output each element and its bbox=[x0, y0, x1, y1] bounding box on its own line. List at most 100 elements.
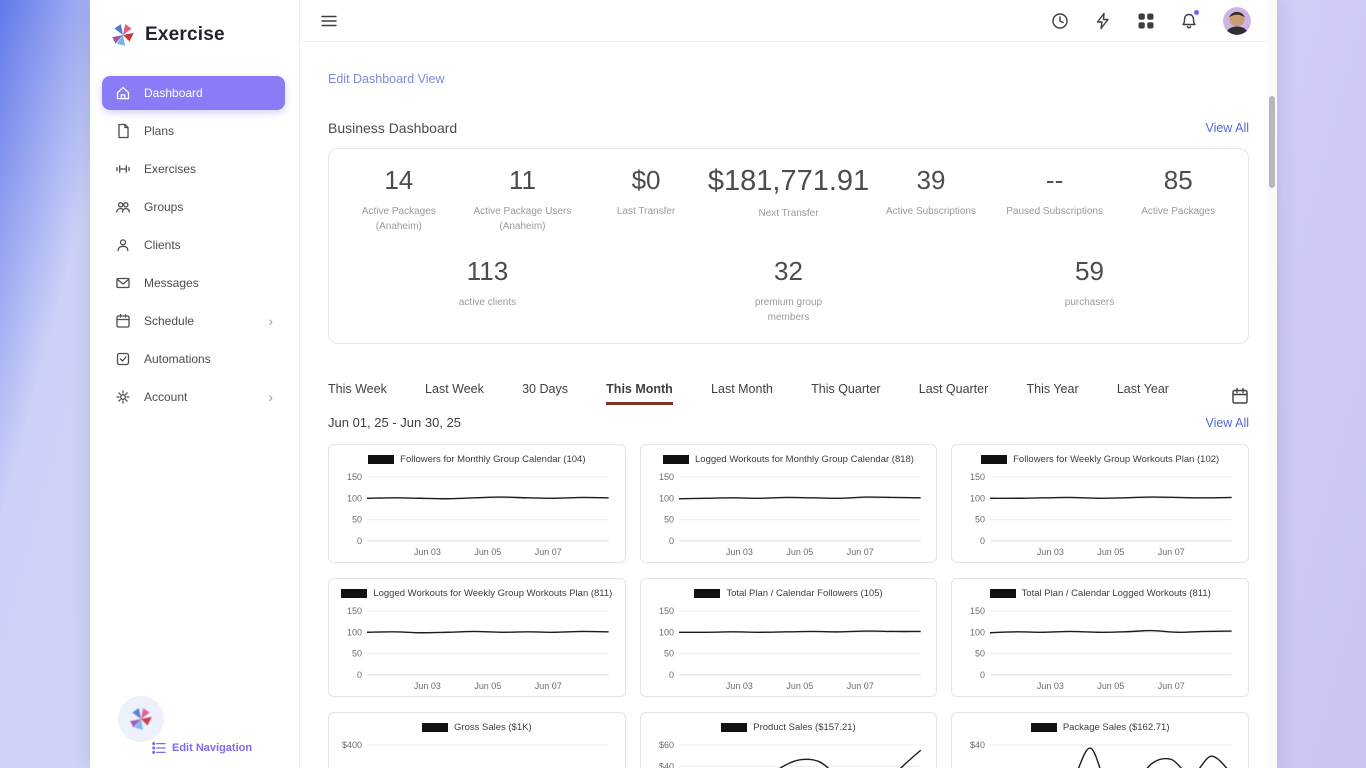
user-avatar[interactable] bbox=[1223, 6, 1251, 35]
stats-card: 14 Active Packages (Anaheim) 11 Active Pack… bbox=[328, 148, 1249, 344]
scrollbar-thumb[interactable] bbox=[1269, 96, 1275, 188]
svg-text:Jun 05: Jun 05 bbox=[786, 681, 813, 691]
svg-text:$400: $400 bbox=[342, 740, 362, 750]
check-icon bbox=[115, 351, 131, 367]
apps-grid-icon[interactable] bbox=[1137, 12, 1155, 30]
legend-swatch bbox=[981, 455, 1008, 464]
sidebar-item-account[interactable]: Account › bbox=[102, 380, 285, 414]
edit-dashboard-view-link[interactable]: Edit Dashboard View bbox=[328, 72, 445, 86]
stat-item: 85 Active Packages bbox=[1116, 165, 1240, 234]
topbar bbox=[300, 0, 1277, 42]
clock-icon[interactable] bbox=[1051, 12, 1069, 30]
brand-pinwheel-icon bbox=[112, 24, 134, 46]
filter-tab[interactable]: This Month bbox=[606, 382, 673, 405]
edit-navigation-link[interactable]: Edit Navigation bbox=[152, 741, 252, 755]
notifications-bell-icon[interactable] bbox=[1180, 9, 1199, 30]
brand-logo: Exercise bbox=[90, 0, 299, 48]
filter-tab[interactable]: This Week bbox=[328, 382, 387, 396]
svg-text:Jun 07: Jun 07 bbox=[535, 547, 562, 557]
chart-legend: Logged Workouts for Monthly Group Calend… bbox=[649, 454, 929, 465]
filter-tab[interactable]: Last Year bbox=[1116, 382, 1169, 396]
chart-title: Total Plan / Calendar Logged Workouts (8… bbox=[1021, 587, 1211, 599]
filter-tab[interactable]: Last Quarter bbox=[918, 382, 989, 396]
view-all-charts-link[interactable]: View All bbox=[1205, 415, 1249, 430]
chart-legend: Followers for Weekly Group Workouts Plan… bbox=[960, 454, 1240, 465]
sidebar-item-automations[interactable]: Automations bbox=[102, 342, 285, 376]
stats-row-1: 14 Active Packages (Anaheim) 11 Active Pack… bbox=[337, 165, 1240, 234]
filter-tab[interactable]: 30 Days bbox=[522, 382, 568, 396]
stat-item: -- Paused Subscriptions bbox=[993, 165, 1117, 234]
lightning-icon[interactable] bbox=[1094, 12, 1112, 30]
chart-card: Logged Workouts for Weekly Group Workout… bbox=[328, 577, 626, 697]
svg-text:Jun 05: Jun 05 bbox=[474, 547, 501, 557]
line-chart-canvas: 0 50 100 150 Jun 03 Jun 05 Jun 07 bbox=[970, 606, 1232, 691]
svg-text:Jun 03: Jun 03 bbox=[726, 547, 753, 557]
stat-label: active clients bbox=[458, 297, 517, 308]
sidebar-item-groups[interactable]: Groups bbox=[102, 190, 285, 224]
legend-swatch bbox=[422, 722, 449, 732]
chart-title: Logged Workouts for Monthly Group Calend… bbox=[695, 454, 914, 465]
section-header: Business Dashboard View All bbox=[328, 120, 1249, 136]
sidebar-item-label: Messages bbox=[144, 276, 199, 290]
stat-label: Last Transfer bbox=[616, 206, 676, 217]
filter-tab[interactable]: Last Month bbox=[711, 382, 773, 396]
sidebar-item-label: Clients bbox=[144, 238, 181, 252]
chart-legend: Logged Workouts for Weekly Group Workout… bbox=[337, 588, 617, 599]
chart-legend: Followers for Monthly Group Calendar (10… bbox=[337, 454, 617, 465]
sidebar-item-label: Schedule bbox=[144, 314, 195, 328]
stat-item: 11 Active Package Users (Anaheim) bbox=[461, 165, 585, 234]
sidebar-item-schedule[interactable]: Schedule › bbox=[102, 304, 285, 338]
menu-icon[interactable] bbox=[320, 12, 338, 30]
sidebar-nav: Dashboard Plans Exercises Groups Clients Mess… bbox=[90, 76, 299, 414]
legend-swatch bbox=[989, 588, 1016, 598]
sidebar-item-plans[interactable]: Plans bbox=[102, 114, 285, 148]
svg-text:Jun 07: Jun 07 bbox=[1158, 681, 1185, 691]
sidebar-item-clients[interactable]: Clients bbox=[102, 228, 285, 262]
stat-value: $0 bbox=[631, 165, 661, 195]
stat-label: premium group members bbox=[754, 297, 823, 323]
legend-swatch bbox=[368, 455, 395, 464]
chart-card: Package Sales ($162.71) $0$20$40Jun 03Jun… bbox=[951, 711, 1249, 768]
chart-card: Total Plan / Calendar Followers (105) 0 50… bbox=[639, 577, 938, 697]
svg-text:Jun 07: Jun 07 bbox=[846, 547, 873, 557]
svg-text:0: 0 bbox=[980, 670, 985, 680]
sidebar-item-messages[interactable]: Messages bbox=[102, 266, 285, 300]
svg-text:50: 50 bbox=[352, 515, 362, 525]
stat-value: $181,771.91 bbox=[707, 165, 870, 197]
chart-title: Gross Sales ($1K) bbox=[454, 721, 532, 733]
stat-item: 113 active clients bbox=[337, 256, 638, 325]
date-range-row: Jun 01, 25 - Jun 30, 25 View All bbox=[328, 415, 1249, 430]
svg-text:50: 50 bbox=[975, 648, 985, 658]
filter-tab[interactable]: This Quarter bbox=[811, 382, 881, 396]
app-window: Exercise Dashboard Plans Exercises Groups Cl… bbox=[90, 0, 1277, 768]
svg-text:0: 0 bbox=[669, 536, 674, 546]
chart-title: Followers for Weekly Group Workouts Plan… bbox=[1013, 454, 1220, 465]
chart-title: Logged Workouts for Weekly Group Workout… bbox=[373, 587, 613, 599]
svg-text:Jun 07: Jun 07 bbox=[1158, 547, 1185, 557]
calendar-picker-icon[interactable] bbox=[1231, 387, 1249, 405]
stat-label: Paused Subscriptions bbox=[1006, 206, 1103, 217]
view-all-stats-link[interactable]: View All bbox=[1205, 121, 1249, 135]
svg-text:Jun 03: Jun 03 bbox=[1037, 681, 1064, 691]
sidebar: Exercise Dashboard Plans Exercises Groups Cl… bbox=[90, 0, 300, 768]
line-chart-canvas: 0 50 100 150 Jun 03 Jun 05 Jun 07 bbox=[347, 606, 609, 691]
filter-tab[interactable]: Last Week bbox=[425, 382, 484, 396]
filter-tab[interactable]: This Year bbox=[1026, 382, 1079, 396]
mail-icon bbox=[115, 275, 131, 291]
sidebar-item-label: Account bbox=[144, 390, 188, 404]
sidebar-footer: Edit Navigation bbox=[90, 682, 299, 768]
sidebar-item-exercises[interactable]: Exercises bbox=[102, 152, 285, 186]
sidebar-item-dashboard[interactable]: Dashboard bbox=[102, 76, 285, 110]
chart-legend: Total Plan / Calendar Followers (105) bbox=[649, 588, 929, 599]
svg-text:50: 50 bbox=[664, 515, 674, 525]
stats-row-2: 113 active clients 32 premium group members… bbox=[337, 256, 1240, 325]
chart-legend: Product Sales ($157.21) bbox=[649, 722, 929, 733]
svg-text:Jun 05: Jun 05 bbox=[786, 547, 813, 557]
content: Edit Dashboard View Business Dashboard V… bbox=[300, 42, 1277, 768]
sidebar-item-label: Dashboard bbox=[144, 86, 203, 100]
svg-text:0: 0 bbox=[980, 536, 985, 546]
chart-card: Total Plan / Calendar Logged Workouts (8… bbox=[951, 577, 1249, 697]
svg-text:100: 100 bbox=[970, 493, 985, 503]
